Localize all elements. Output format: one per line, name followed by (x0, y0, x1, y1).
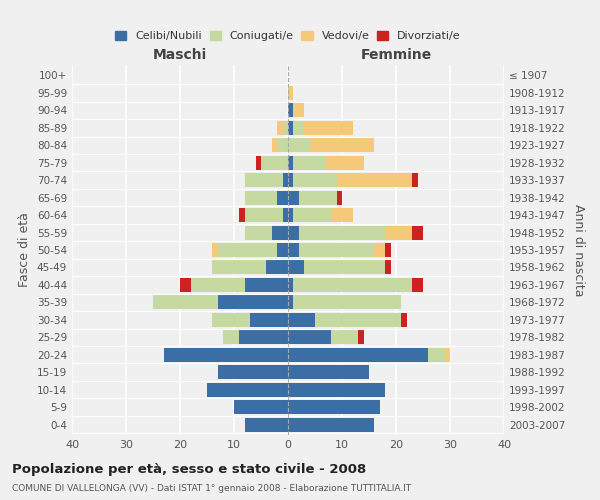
Bar (239, 330, 288, 344)
Bar (428, 348, 445, 362)
Bar (288, 86, 293, 100)
Bar (277, 138, 288, 152)
Bar (277, 121, 283, 135)
Bar (385, 260, 391, 274)
Bar (288, 208, 293, 222)
Text: Maschi: Maschi (153, 48, 207, 62)
Bar (293, 208, 331, 222)
Bar (288, 296, 293, 310)
Bar (283, 173, 288, 187)
Bar (326, 156, 364, 170)
Bar (288, 418, 374, 432)
Bar (250, 313, 288, 327)
Bar (283, 208, 288, 222)
Bar (288, 313, 315, 327)
Bar (212, 260, 266, 274)
Bar (293, 296, 401, 310)
Bar (245, 278, 288, 292)
Bar (401, 313, 407, 327)
Bar (412, 226, 423, 239)
Bar (412, 173, 418, 187)
Text: Popolazione per età, sesso e stato civile - 2008: Popolazione per età, sesso e stato civil… (12, 462, 366, 475)
Bar (245, 208, 283, 222)
Bar (191, 278, 245, 292)
Bar (337, 190, 342, 204)
Bar (207, 382, 288, 396)
Bar (304, 121, 353, 135)
Bar (212, 313, 250, 327)
Bar (288, 260, 304, 274)
Bar (164, 348, 288, 362)
Bar (277, 243, 288, 257)
Bar (256, 156, 261, 170)
Text: Femmine: Femmine (361, 48, 431, 62)
Bar (374, 243, 385, 257)
Bar (288, 243, 299, 257)
Bar (180, 278, 191, 292)
Bar (245, 418, 288, 432)
Bar (315, 313, 401, 327)
Bar (239, 208, 245, 222)
Bar (245, 226, 272, 239)
Bar (304, 260, 385, 274)
Bar (288, 330, 331, 344)
Legend: Celibi/Nubili, Coniugati/e, Vedovi/e, Divorziati/e: Celibi/Nubili, Coniugati/e, Vedovi/e, Di… (111, 26, 465, 46)
Bar (288, 104, 293, 118)
Bar (261, 156, 288, 170)
Bar (288, 173, 293, 187)
Bar (288, 156, 293, 170)
Bar (299, 190, 337, 204)
Text: COMUNE DI VALLELONGA (VV) - Dati ISTAT 1° gennaio 2008 - Elaborazione TUTTITALIA: COMUNE DI VALLELONGA (VV) - Dati ISTAT 1… (12, 484, 411, 493)
Bar (445, 348, 450, 362)
Bar (358, 330, 364, 344)
Bar (153, 296, 218, 310)
Bar (277, 190, 288, 204)
Bar (272, 226, 288, 239)
Bar (293, 104, 304, 118)
Bar (293, 173, 337, 187)
Bar (299, 243, 374, 257)
Bar (223, 330, 239, 344)
Bar (385, 243, 391, 257)
Bar (331, 208, 353, 222)
Bar (245, 190, 277, 204)
Bar (218, 296, 288, 310)
Bar (288, 278, 293, 292)
Y-axis label: Anni di nascita: Anni di nascita (572, 204, 585, 296)
Y-axis label: Fasce di età: Fasce di età (19, 212, 31, 288)
Bar (266, 260, 288, 274)
Bar (288, 348, 428, 362)
Bar (288, 138, 310, 152)
Bar (412, 278, 423, 292)
Bar (288, 190, 299, 204)
Bar (218, 365, 288, 379)
Bar (218, 243, 277, 257)
Bar (385, 226, 412, 239)
Bar (293, 278, 412, 292)
Bar (283, 121, 288, 135)
Bar (288, 382, 385, 396)
Bar (288, 365, 369, 379)
Bar (310, 138, 374, 152)
Bar (234, 400, 288, 414)
Bar (288, 400, 380, 414)
Bar (288, 226, 299, 239)
Bar (245, 173, 283, 187)
Bar (293, 121, 304, 135)
Bar (272, 138, 277, 152)
Bar (299, 226, 385, 239)
Bar (212, 243, 218, 257)
Bar (293, 156, 326, 170)
Bar (288, 121, 293, 135)
Bar (331, 330, 358, 344)
Bar (337, 173, 412, 187)
